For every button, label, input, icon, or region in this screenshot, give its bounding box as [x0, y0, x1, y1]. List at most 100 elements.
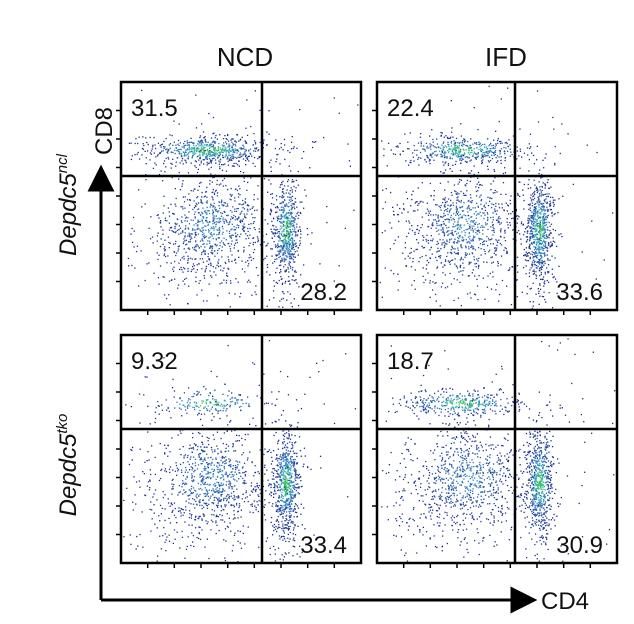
data-point — [479, 184, 481, 186]
data-point — [483, 205, 485, 208]
data-point — [467, 222, 469, 225]
data-point — [450, 232, 452, 234]
data-point — [218, 163, 220, 165]
data-point — [300, 233, 302, 235]
data-point — [487, 138, 489, 140]
data-point — [187, 405, 189, 407]
data-point — [396, 214, 399, 216]
data-point — [215, 399, 217, 401]
data-point — [200, 463, 202, 465]
data-point — [237, 226, 240, 229]
data-point — [482, 243, 484, 246]
data-point — [538, 217, 540, 219]
data-point — [211, 419, 213, 421]
data-point — [536, 257, 538, 259]
data-point — [239, 220, 242, 223]
data-point — [482, 229, 484, 231]
data-point — [444, 260, 447, 262]
data-point — [280, 245, 283, 247]
data-point — [204, 219, 207, 222]
data-point — [539, 212, 541, 214]
data-point — [531, 229, 533, 231]
data-point — [225, 170, 228, 172]
data-point — [169, 134, 171, 136]
data-point — [213, 219, 215, 221]
data-point — [187, 407, 189, 409]
data-point — [258, 156, 260, 158]
data-point — [456, 193, 458, 196]
data-point — [545, 246, 547, 248]
data-point — [475, 190, 478, 193]
data-point — [187, 247, 189, 250]
data-point — [427, 214, 430, 216]
data-point — [200, 181, 202, 183]
data-point — [224, 148, 226, 151]
data-point — [206, 164, 208, 166]
data-point — [206, 212, 208, 214]
data-point — [463, 155, 465, 157]
data-point — [186, 412, 188, 415]
data-point — [195, 394, 198, 396]
data-point — [181, 257, 183, 259]
data-point — [288, 256, 290, 258]
data-point — [516, 296, 518, 298]
data-point — [442, 161, 444, 163]
data-point — [182, 242, 184, 245]
data-point — [245, 402, 247, 404]
lower-right-percentage: 33.6 — [556, 279, 603, 306]
data-point — [529, 240, 531, 242]
data-point — [297, 211, 299, 214]
data-point — [443, 244, 446, 246]
data-point — [547, 271, 550, 273]
data-point — [242, 153, 244, 155]
data-point — [511, 266, 513, 268]
data-point — [535, 251, 537, 253]
data-point — [456, 197, 458, 199]
data-point — [285, 241, 287, 243]
data-point — [472, 231, 474, 233]
data-point — [141, 154, 143, 156]
data-point — [195, 241, 197, 243]
data-point — [233, 450, 235, 452]
data-point — [539, 255, 541, 257]
data-point — [424, 150, 426, 152]
data-point — [236, 208, 238, 210]
data-point — [203, 233, 205, 235]
data-point — [549, 230, 551, 232]
data-point — [527, 255, 529, 257]
data-point — [541, 247, 543, 249]
data-point — [142, 471, 144, 473]
data-point — [208, 168, 210, 170]
data-point — [536, 201, 538, 203]
data-point — [554, 213, 556, 215]
data-point — [228, 149, 230, 151]
data-point — [193, 200, 195, 202]
data-point — [230, 401, 232, 403]
data-point — [503, 146, 505, 149]
data-point — [248, 263, 250, 265]
data-point — [497, 138, 499, 140]
data-point — [543, 209, 545, 211]
data-point — [238, 185, 240, 187]
data-point — [540, 278, 542, 280]
data-point — [532, 195, 534, 198]
data-point — [442, 142, 444, 144]
data-point — [440, 147, 442, 149]
data-point — [472, 221, 474, 223]
data-point — [270, 208, 272, 210]
data-point — [505, 202, 507, 204]
data-point — [542, 224, 544, 227]
data-point — [153, 272, 155, 274]
data-point — [219, 468, 222, 470]
data-point — [527, 187, 529, 190]
data-point — [181, 469, 183, 471]
data-point — [287, 219, 289, 222]
data-point — [549, 234, 551, 236]
data-point — [294, 251, 296, 253]
data-point — [157, 232, 159, 234]
data-point — [198, 212, 200, 214]
data-point — [235, 402, 237, 404]
data-point — [250, 125, 252, 128]
data-point — [453, 299, 455, 302]
data-point — [224, 202, 227, 204]
